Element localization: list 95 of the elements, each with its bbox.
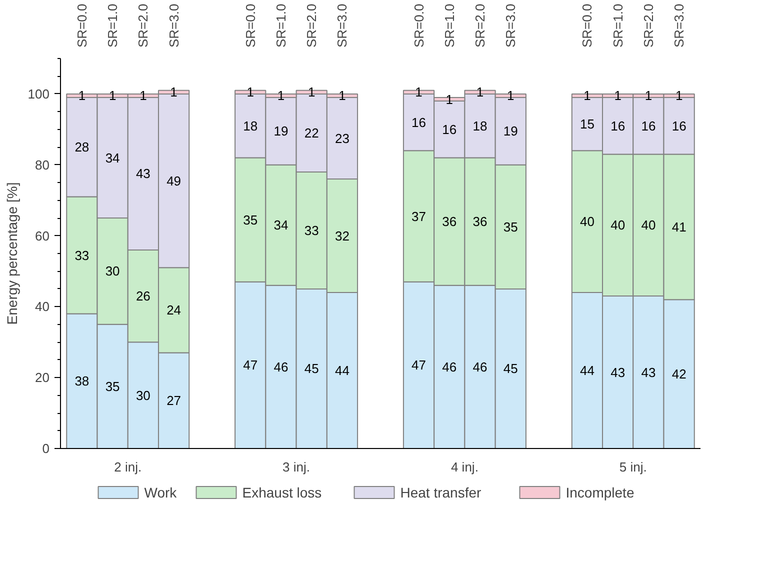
data-label: 35 bbox=[503, 219, 518, 234]
data-label: 1 bbox=[446, 92, 454, 107]
data-label: 1 bbox=[415, 84, 422, 100]
x-tick-label: SR=1.0 bbox=[273, 4, 288, 48]
data-label: 43 bbox=[136, 166, 150, 182]
data-label: 1 bbox=[246, 84, 254, 100]
x-tick-label: SR=0.0 bbox=[242, 4, 258, 48]
legend-label: Exhaust loss bbox=[242, 484, 322, 500]
x-tick-label: SR=3.0 bbox=[503, 4, 518, 48]
data-label: 16 bbox=[672, 118, 686, 134]
y-tick-label: 80 bbox=[35, 157, 50, 172]
x-tick-label: SR=3.0 bbox=[334, 4, 350, 48]
data-label: 36 bbox=[442, 214, 457, 230]
data-label: 34 bbox=[105, 150, 120, 166]
x-tick-label: SR=2.0 bbox=[304, 4, 320, 48]
data-label: 30 bbox=[136, 388, 150, 403]
data-label: 36 bbox=[472, 214, 488, 230]
x-tick-label: SR=1.0 bbox=[610, 4, 626, 48]
data-label: 30 bbox=[105, 264, 120, 279]
x-tick-label: SR=2.0 bbox=[136, 4, 151, 48]
data-label: 19 bbox=[274, 124, 288, 139]
legend-label: Work bbox=[144, 484, 178, 500]
data-label: 32 bbox=[334, 228, 350, 244]
data-label: 40 bbox=[580, 214, 594, 230]
data-label: 47 bbox=[412, 358, 426, 373]
data-label: 23 bbox=[334, 130, 350, 146]
data-label: 43 bbox=[610, 364, 626, 380]
data-label: 1 bbox=[140, 88, 147, 104]
x-tick-label: SR=3.0 bbox=[166, 4, 182, 48]
data-label: 45 bbox=[503, 361, 518, 376]
data-label: 37 bbox=[412, 208, 426, 224]
data-label: 35 bbox=[105, 378, 120, 394]
x-tick-label: SR=0.0 bbox=[411, 4, 426, 48]
data-label: 41 bbox=[672, 219, 686, 234]
data-label: 46 bbox=[472, 359, 488, 374]
x-tick-label: SR=0.0 bbox=[74, 4, 90, 48]
data-label: 38 bbox=[74, 374, 90, 389]
legend-label: Incomplete bbox=[566, 484, 634, 500]
x-tick-label: SR=2.0 bbox=[472, 4, 488, 48]
data-label: 24 bbox=[166, 302, 182, 318]
text: 2 inj. bbox=[114, 460, 142, 474]
data-label: 1 bbox=[78, 88, 86, 104]
data-label: 1 bbox=[277, 88, 285, 104]
x-tick-label: SR=2.0 bbox=[640, 4, 656, 48]
data-label: 1 bbox=[338, 88, 346, 104]
data-label: 1 bbox=[170, 84, 178, 100]
data-label: 40 bbox=[610, 218, 626, 233]
data-label: 18 bbox=[243, 118, 258, 134]
x-tick-label: SR=1.0 bbox=[442, 4, 457, 48]
x-tick-label: SR=1.0 bbox=[105, 4, 120, 48]
y-tick-label: 60 bbox=[35, 228, 50, 244]
data-label: 27 bbox=[166, 393, 182, 408]
data-label: 49 bbox=[166, 173, 182, 188]
data-label: 44 bbox=[334, 363, 350, 378]
data-label: 46 bbox=[274, 359, 288, 374]
y-axis-title: Energy percentage [%] bbox=[4, 182, 20, 325]
y-tick-label: 40 bbox=[35, 299, 50, 314]
data-label: 1 bbox=[308, 84, 316, 100]
data-label: 19 bbox=[503, 124, 518, 139]
data-label: 16 bbox=[641, 118, 656, 134]
data-label: 34 bbox=[274, 218, 288, 233]
data-label: 44 bbox=[580, 363, 594, 378]
text: 4 inj. bbox=[450, 460, 478, 474]
data-label: 33 bbox=[74, 248, 90, 263]
data-label: 1 bbox=[476, 84, 484, 100]
x-tick-label: SR=0.0 bbox=[580, 4, 595, 48]
data-label: 1 bbox=[614, 88, 622, 104]
data-label: 35 bbox=[243, 212, 258, 228]
legend-label: Heat transfer bbox=[400, 484, 482, 500]
data-label: 1 bbox=[507, 88, 514, 104]
text: 3 inj. bbox=[282, 460, 310, 474]
data-label: 46 bbox=[442, 359, 457, 374]
data-label: 40 bbox=[641, 218, 656, 233]
data-label: 1 bbox=[644, 88, 652, 104]
y-tick-label: 0 bbox=[42, 441, 50, 456]
data-label: 1 bbox=[584, 88, 591, 104]
y-tick-label: 20 bbox=[35, 370, 50, 386]
data-label: 47 bbox=[243, 358, 258, 373]
data-label: 43 bbox=[641, 364, 656, 380]
data-label: 45 bbox=[304, 361, 319, 376]
data-label: 1 bbox=[108, 88, 116, 104]
text: 5 inj. bbox=[619, 460, 647, 474]
data-label: 16 bbox=[412, 114, 426, 130]
y-tick-label: 100 bbox=[28, 86, 50, 102]
data-label: 15 bbox=[580, 116, 594, 132]
data-label: 26 bbox=[136, 288, 150, 304]
data-label: 1 bbox=[675, 88, 683, 104]
data-label: 42 bbox=[672, 366, 686, 382]
data-label: 28 bbox=[74, 140, 90, 155]
data-label: 18 bbox=[472, 118, 488, 134]
data-label: 16 bbox=[610, 118, 626, 134]
data-label: 16 bbox=[442, 122, 457, 137]
data-label: 22 bbox=[304, 125, 319, 140]
data-label: 33 bbox=[304, 222, 319, 238]
x-tick-label: SR=3.0 bbox=[672, 4, 687, 48]
